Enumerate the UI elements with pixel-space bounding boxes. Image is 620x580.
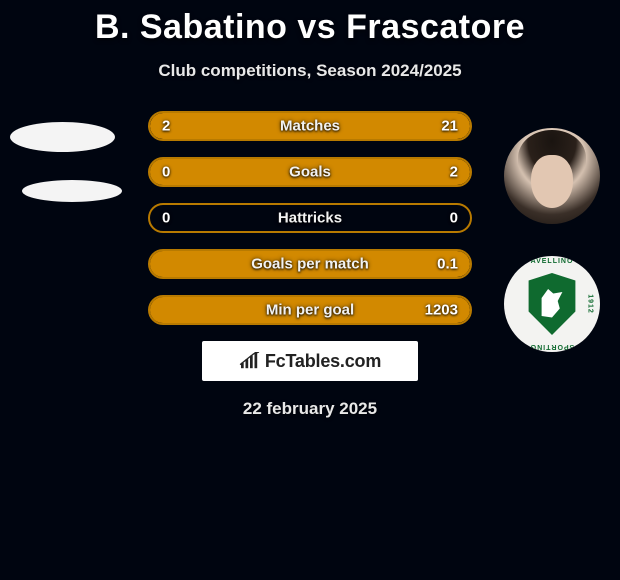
stats-section: 2 Matches 21 0 Goals 2 0 Hattricks 0 Goa… [0, 111, 620, 419]
stat-label: Hattricks [150, 210, 470, 227]
subtitle: Club competitions, Season 2024/2025 [0, 61, 620, 81]
stat-value-right: 0 [450, 210, 458, 227]
stat-label: Matches [150, 118, 470, 135]
stat-row-matches: 2 Matches 21 [148, 111, 472, 141]
stat-label: Min per goal [150, 302, 470, 319]
stat-value-right: 0.1 [437, 256, 458, 273]
stat-row-hattricks: 0 Hattricks 0 [148, 203, 472, 233]
bar-chart-icon [239, 352, 261, 370]
site-logo[interactable]: FcTables.com [202, 341, 418, 381]
page-title: B. Sabatino vs Frascatore [0, 0, 620, 47]
stat-value-right: 1203 [425, 302, 458, 319]
stat-label: Goals [150, 164, 470, 181]
stat-row-goals-per-match: Goals per match 0.1 [148, 249, 472, 279]
stat-row-goals: 0 Goals 2 [148, 157, 472, 187]
date-label: 22 february 2025 [10, 399, 610, 419]
site-logo-text: FcTables.com [265, 351, 381, 372]
stat-label: Goals per match [150, 256, 470, 273]
stat-value-right: 21 [441, 118, 458, 135]
stat-row-min-per-goal: Min per goal 1203 [148, 295, 472, 325]
stat-value-right: 2 [450, 164, 458, 181]
